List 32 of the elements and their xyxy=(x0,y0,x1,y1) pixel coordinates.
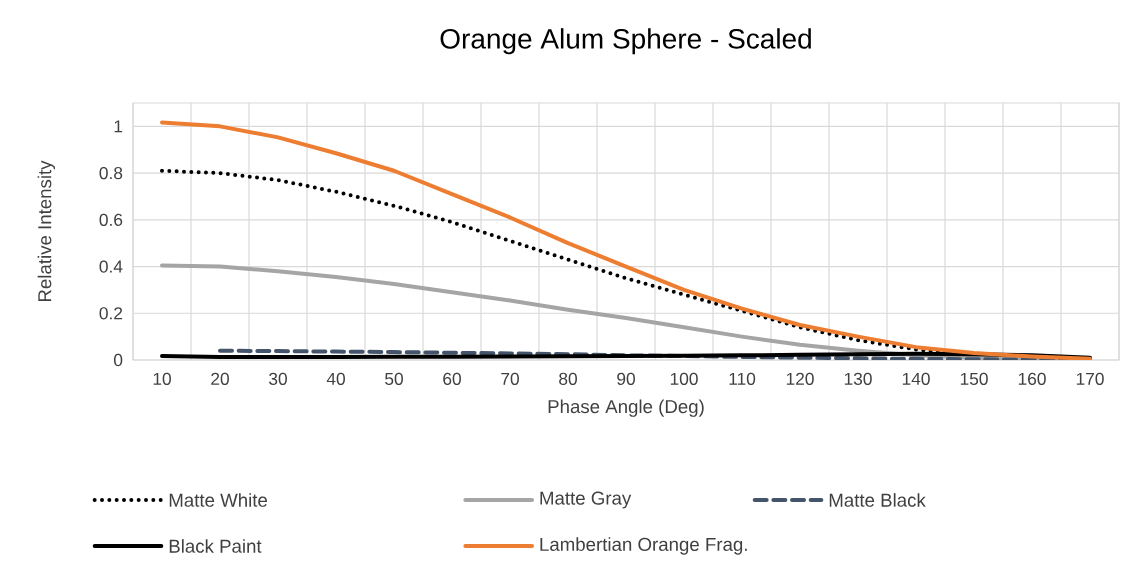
x-tick-label: 170 xyxy=(1076,372,1104,385)
x-tick-label: 160 xyxy=(1018,372,1046,385)
x-tick-label: 140 xyxy=(902,372,930,385)
y-tick-label: 0 xyxy=(113,353,123,367)
y-axis-title: Relative Intensity xyxy=(37,160,56,302)
legend-label: Matte Black xyxy=(829,493,926,507)
chart-title: Orange Alum Sphere - Scaled xyxy=(440,28,811,55)
x-tick-label: 10 xyxy=(153,372,171,385)
legend-label: Black Paint xyxy=(169,539,262,553)
x-tick-label: 150 xyxy=(960,372,988,385)
x-tick-label: 90 xyxy=(617,372,635,385)
x-tick-label: 60 xyxy=(443,372,461,385)
x-axis-title: Phase Angle (Deg) xyxy=(548,399,704,417)
line-series xyxy=(160,120,1093,360)
x-tick-label: 130 xyxy=(844,372,872,385)
x-tick-label: 20 xyxy=(211,372,229,385)
y-tick-label: 0.8 xyxy=(99,166,123,180)
x-tick-label: 120 xyxy=(786,372,814,385)
x-tick-label: 110 xyxy=(729,372,756,385)
legend-label: Lambertian Orange Frag. xyxy=(540,537,747,555)
x-tick-label: 50 xyxy=(385,372,403,385)
x-tick-label: 40 xyxy=(326,372,345,385)
legend-label: Matte White xyxy=(169,493,268,507)
x-tick-label: 70 xyxy=(501,372,519,385)
y-tick-label: 0.2 xyxy=(99,307,123,320)
x-tick-label: 80 xyxy=(559,372,577,385)
x-tick-label: 100 xyxy=(670,372,698,385)
y-tick-label: 0.6 xyxy=(99,213,123,226)
y-tick-label: 1 xyxy=(114,120,123,133)
legend-label: Matte Gray xyxy=(540,491,632,509)
x-tick-label: 30 xyxy=(269,372,287,385)
y-tick-label: 0.4 xyxy=(99,260,123,273)
